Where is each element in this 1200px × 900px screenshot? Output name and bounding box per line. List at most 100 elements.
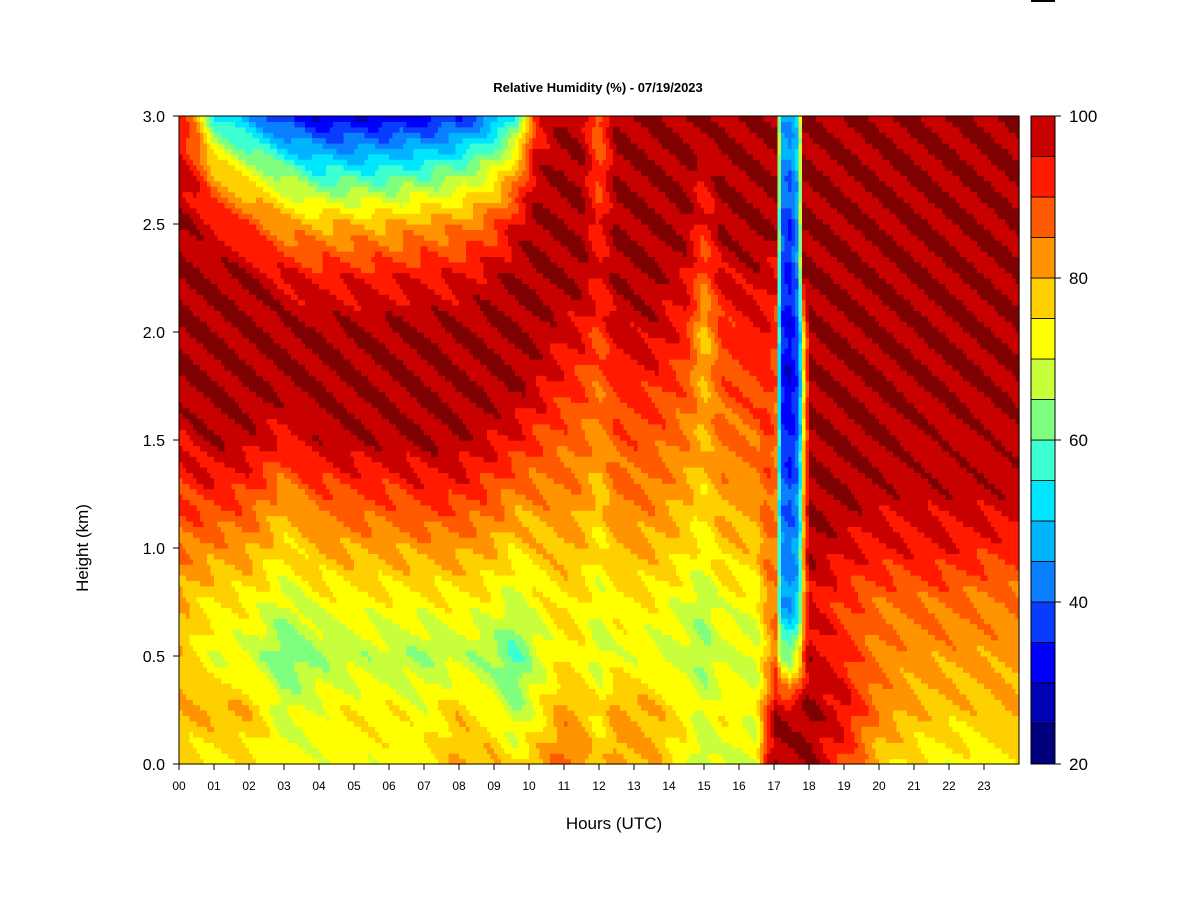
heatmap-cell (267, 699, 271, 705)
heatmap-cell (277, 489, 281, 495)
heatmap-cell (277, 246, 281, 252)
heatmap-cell (281, 629, 285, 635)
heatmap-cell (260, 629, 264, 635)
heatmap-cell (274, 489, 278, 495)
heatmap-cell (274, 386, 278, 392)
heatmap-cell (186, 251, 190, 257)
heatmap-cell (270, 364, 274, 370)
heatmap-cell (256, 548, 260, 554)
heatmap-cell (200, 132, 204, 138)
heatmap-cell (246, 688, 250, 694)
heatmap-cell (295, 548, 299, 554)
heatmap-cell (284, 337, 288, 343)
heatmap-cell (284, 510, 288, 516)
heatmap-cell (239, 262, 243, 268)
heatmap-cell (274, 440, 278, 446)
heatmap-cell (281, 516, 285, 522)
heatmap-cell (274, 467, 278, 473)
heatmap-cell (260, 651, 264, 657)
heatmap-cell (211, 494, 215, 500)
heatmap-cell (235, 208, 239, 214)
heatmap-cell (277, 310, 281, 316)
heatmap-cell (319, 489, 323, 495)
heatmap-cell (235, 640, 239, 646)
heatmap-cell (235, 607, 239, 613)
heatmap-cell (263, 424, 267, 430)
heatmap-cell (214, 294, 218, 300)
heatmap-cell (249, 224, 253, 230)
heatmap-cell (281, 537, 285, 543)
heatmap-cell (221, 240, 225, 246)
heatmap-cell (260, 564, 264, 570)
heatmap-cell (183, 640, 187, 646)
heatmap-cell (305, 202, 309, 208)
heatmap-cell (218, 321, 222, 327)
heatmap-cell (214, 435, 218, 441)
heatmap-cell (197, 116, 201, 122)
heatmap-cell (204, 283, 208, 289)
heatmap-cell (179, 742, 183, 748)
heatmap-cell (186, 267, 190, 273)
heatmap-cell (239, 197, 243, 203)
heatmap-cell (267, 348, 271, 354)
heatmap-cell (242, 267, 246, 273)
heatmap-cell (323, 678, 327, 684)
heatmap-cell (309, 494, 313, 500)
heatmap-cell (242, 597, 246, 603)
heatmap-cell (267, 208, 271, 214)
heatmap-cell (288, 116, 292, 122)
heatmap-cell (235, 505, 239, 511)
heatmap-cell (295, 613, 299, 619)
heatmap-cell (232, 143, 236, 149)
heatmap-cell (211, 742, 215, 748)
heatmap-cell (214, 429, 218, 435)
heatmap-cell (183, 597, 187, 603)
heatmap-cell (211, 559, 215, 565)
heatmap-cell (267, 402, 271, 408)
heatmap-cell (235, 316, 239, 322)
heatmap-cell (211, 262, 215, 268)
heatmap-cell (270, 424, 274, 430)
heatmap-cell (246, 321, 250, 327)
heatmap-cell (218, 229, 222, 235)
heatmap-cell (214, 132, 218, 138)
heatmap-cell (221, 332, 225, 338)
heatmap-cell (239, 192, 243, 198)
heatmap-cell (190, 418, 194, 424)
heatmap-cell (221, 688, 225, 694)
heatmap-cell (281, 381, 285, 387)
heatmap-cell (186, 321, 190, 327)
heatmap-cell (183, 559, 187, 565)
heatmap-cell (270, 667, 274, 673)
heatmap-cell (211, 337, 215, 343)
heatmap-cell (284, 121, 288, 127)
heatmap-cell (183, 645, 187, 651)
heatmap-cell (274, 381, 278, 387)
heatmap-cell (312, 348, 316, 354)
heatmap-cell (190, 348, 194, 354)
heatmap-cell (291, 618, 295, 624)
heatmap-cell (267, 472, 271, 478)
heatmap-cell (183, 613, 187, 619)
heatmap-cell (228, 327, 232, 333)
heatmap-cell (312, 310, 316, 316)
heatmap-cell (193, 402, 197, 408)
heatmap-cell (218, 310, 222, 316)
heatmap-cell (200, 143, 204, 149)
heatmap-cell (211, 251, 215, 257)
heatmap-cell (274, 613, 278, 619)
heatmap-cell (235, 219, 239, 225)
heatmap-cell (197, 467, 201, 473)
heatmap-cell (204, 499, 208, 505)
heatmap-cell (284, 321, 288, 327)
heatmap-cell (249, 148, 253, 154)
heatmap-cell (253, 208, 257, 214)
heatmap-cell (239, 489, 243, 495)
heatmap-cell (193, 580, 197, 586)
heatmap-cell (207, 613, 211, 619)
heatmap-cell (270, 732, 274, 738)
heatmap-cell (260, 548, 264, 554)
heatmap-cell (274, 316, 278, 322)
heatmap-cell (186, 683, 190, 689)
heatmap-cell (316, 219, 320, 225)
